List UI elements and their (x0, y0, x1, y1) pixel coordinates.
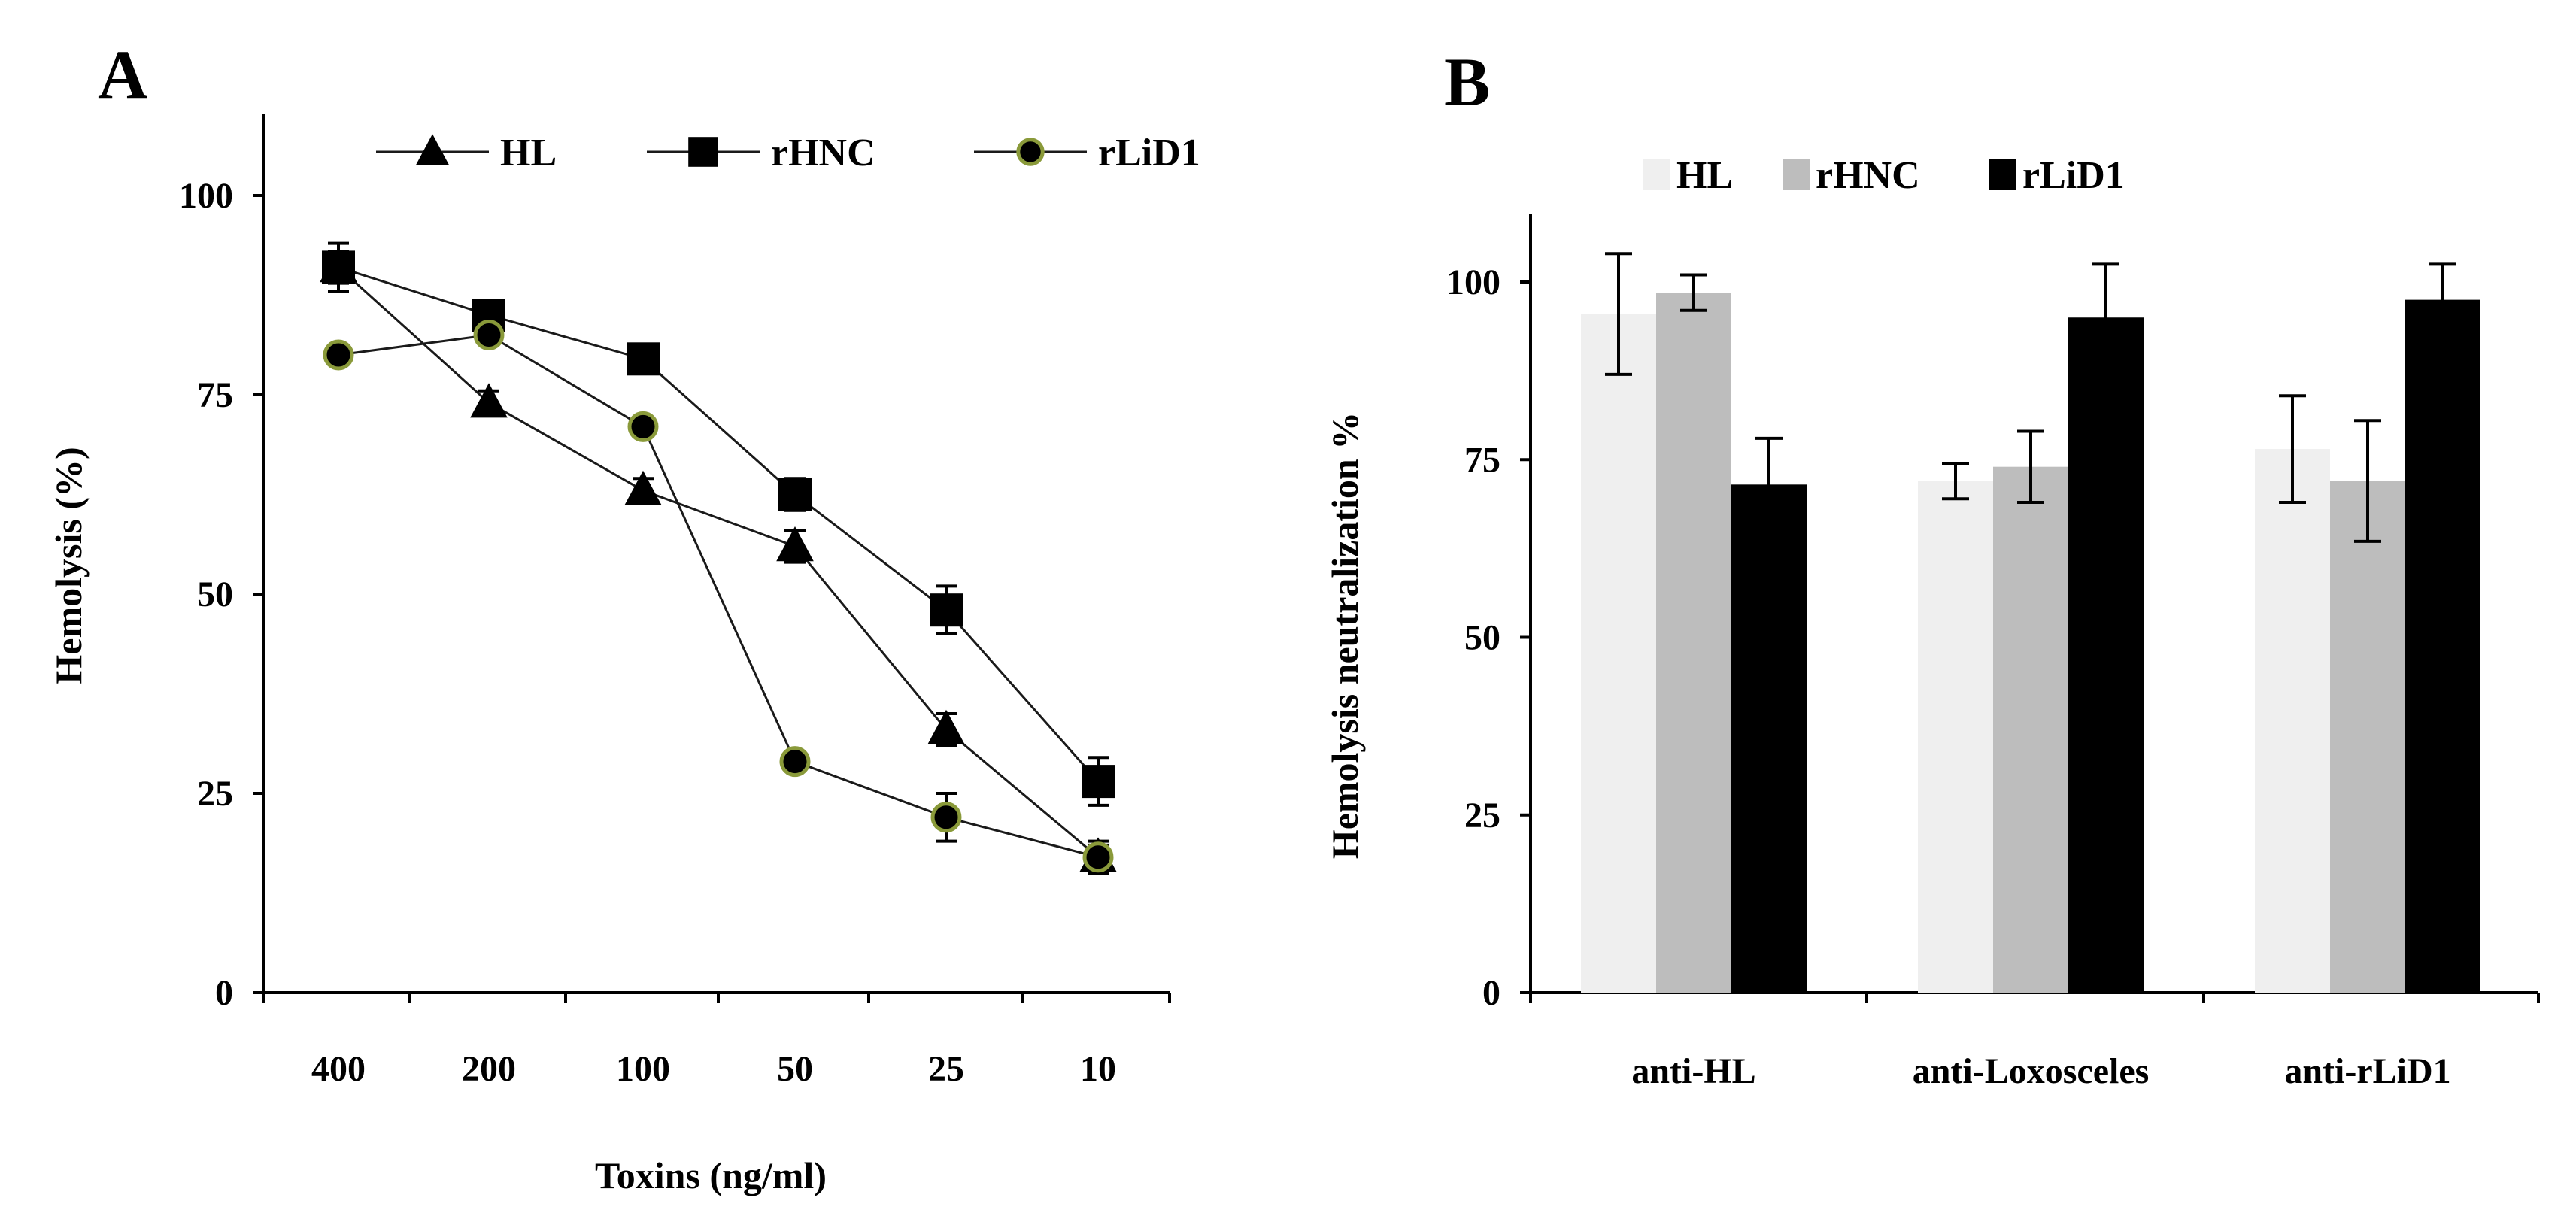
panel-b-error-bar-rlid1 (1755, 436, 1783, 532)
panel-a-line-chart: A HL rHNC rLiD1 0 25 50 75 100 400 200 100 50 25 10… (47, 36, 1200, 1196)
panel-b-legend-label: rLiD1 (2022, 154, 2125, 197)
panel-a-point-rlid1 (323, 339, 354, 371)
panel-a-y-tick-label: 0 (215, 973, 233, 1013)
panel-b-group-anti-hl (1581, 252, 1807, 993)
panel-b-bar-rhnc (2330, 481, 2405, 993)
panel-a-line-rhnc (338, 265, 1100, 783)
panel-a-legend-label: HL (500, 132, 557, 174)
panel-a-point-rhnc (322, 250, 355, 284)
panel-b-error-bar-hl (1942, 461, 1969, 501)
panel-b-y-tick-label: 75 (1464, 440, 1500, 480)
panel-a-point-rlid1 (779, 746, 811, 778)
panel-a-x-tick-label: 100 (616, 1049, 670, 1089)
panel-a-legend-marker-rlid1 (1016, 138, 1045, 166)
panel-b-group-anti-loxosceles (1918, 262, 2144, 993)
panel-a-point-rhnc (1082, 765, 1115, 799)
panel-a-point-rhnc (627, 342, 660, 376)
panel-a-series-rlid1 (323, 320, 1114, 875)
panel-a-point-rhnc (930, 593, 963, 627)
panel-a-y-axis-title: Hemolysis (%) (47, 447, 90, 684)
panel-a-legend-item-hl: HL (376, 132, 557, 174)
panel-a-y-tick-label: 50 (197, 575, 233, 614)
panel-b-bar-rhnc (1993, 466, 2068, 993)
panel-b-x-ticks: anti-HL anti-Loxosceles anti-rLiD1 (1529, 993, 2540, 1091)
panel-b-error-bar-rhnc (1680, 273, 1707, 312)
panel-a-y-ticks: 0 25 50 75 100 (179, 176, 263, 1013)
panel-b-legend-swatch (1783, 159, 1810, 190)
panel-a-y-tick-label: 25 (197, 774, 233, 814)
panel-a-point-hl (776, 526, 814, 562)
panel-a-point-hl (470, 383, 508, 418)
panel-a-legend-label: rLiD1 (1098, 132, 1200, 174)
panel-b-legend: HL rHNC rLiD1 (1643, 154, 2125, 197)
panel-a-label: A (98, 36, 147, 113)
panel-b-legend-item-hl: HL (1643, 154, 1733, 197)
panel-a-x-tick-label: 25 (928, 1049, 964, 1089)
panel-a-y-tick-label: 100 (179, 176, 233, 216)
panel-b-bars (1581, 252, 2480, 993)
panel-b-bar-hl (2255, 449, 2330, 993)
panel-b-y-tick-label: 50 (1464, 618, 1500, 658)
panel-b-y-axis-title: Hemolysis neutralization % (1324, 412, 1366, 859)
panel-a-x-axis-title: Toxins (ng/ml) (595, 1154, 827, 1196)
panel-a-x-ticks: 400 200 100 50 25 10 (262, 993, 1171, 1089)
panel-a-point-hl (624, 470, 662, 505)
panel-b-group-anti-rlid1 (2255, 262, 2480, 993)
panel-a-series (320, 241, 1117, 875)
panel-a-legend-item-rlid1: rLiD1 (974, 132, 1200, 174)
panel-b-legend-swatch (1989, 159, 2016, 190)
panel-b-bar-hl (1581, 314, 1656, 993)
panel-a-legend-marker-hl (415, 134, 450, 165)
panel-a-line-rlid1 (338, 333, 1099, 859)
panel-a-point-rlid1 (1082, 841, 1114, 873)
panel-b-error-bar-rhnc (2017, 429, 2044, 504)
panel-b-bar-rlid1 (1731, 484, 1807, 993)
panel-b-error-bar-rhnc (2354, 419, 2381, 543)
panel-a-point-rhnc (778, 478, 812, 511)
panel-a-series-rhnc (322, 241, 1115, 807)
panel-b-error-bar-rlid1 (2092, 262, 2119, 373)
panel-a-point-hl (927, 709, 965, 744)
panel-a-legend: HL rHNC rLiD1 (376, 132, 1200, 174)
panel-a-x-tick-label: 50 (777, 1049, 813, 1089)
panel-b-legend-label: rHNC (1816, 154, 1920, 197)
panel-b-x-tick-label: anti-HL (1631, 1051, 1755, 1091)
panel-a-y-tick-label: 75 (197, 375, 233, 415)
panel-a-x-tick-label: 200 (462, 1049, 516, 1089)
panel-b-bar-rhnc (1656, 293, 1731, 993)
panel-b-legend-label: HL (1676, 154, 1733, 197)
panel-b-bar-rlid1 (2405, 299, 2480, 993)
panel-b-x-tick-label: anti-Loxosceles (1913, 1051, 2150, 1091)
panel-b-legend-item-rlid1: rLiD1 (1989, 154, 2125, 197)
panel-b-bar-chart: B HL rHNC rLiD1 0 25 50 75 100 anti-HL anti-Lox… (1324, 44, 2540, 1091)
panel-b-label: B (1444, 44, 1490, 120)
panel-b-error-bar-hl (1605, 252, 1632, 376)
panel-a-point-rlid1 (627, 411, 659, 442)
panel-b-bar-hl (1918, 481, 1993, 993)
panel-a-line-hl (337, 266, 1099, 858)
panel-b-error-bar-hl (2279, 394, 2306, 504)
panel-a-x-tick-label: 400 (311, 1049, 366, 1089)
panel-b-y-tick-label: 0 (1482, 973, 1500, 1013)
panel-b-y-tick-label: 25 (1464, 796, 1500, 835)
panel-a-legend-item-rhnc: rHNC (647, 132, 875, 174)
panel-b-y-ticks: 0 25 50 75 100 (1446, 262, 1531, 1013)
panel-a-point-rlid1 (930, 802, 962, 833)
panel-b-legend-swatch (1643, 159, 1670, 190)
panel-a-legend-label: rHNC (771, 132, 875, 174)
panel-a-legend-marker-rhnc (688, 137, 718, 167)
panel-a-point-rlid1 (473, 320, 505, 350)
panel-b-y-tick-label: 100 (1446, 262, 1500, 302)
panel-b-bar-rlid1 (2068, 317, 2144, 993)
panel-b-error-bar-rlid1 (2429, 262, 2456, 337)
panel-a-x-tick-label: 10 (1080, 1049, 1116, 1089)
panel-b-x-tick-label: anti-rLiD1 (2284, 1051, 2450, 1091)
panel-b-legend-item-rhnc: rHNC (1783, 154, 1920, 197)
